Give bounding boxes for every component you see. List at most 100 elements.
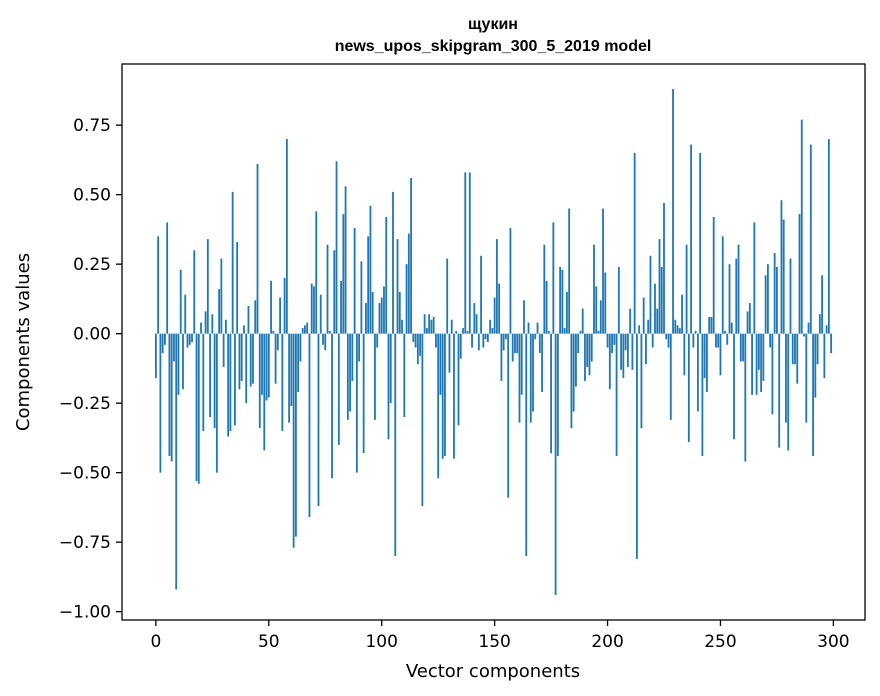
bar-component-70	[313, 286, 315, 334]
bar-component-297	[825, 325, 828, 334]
bar-component-248	[715, 333, 717, 348]
y-tick-label: 0.75	[73, 116, 111, 136]
bar-component-38	[240, 333, 243, 381]
bar-component-39	[243, 325, 245, 334]
bar-component-282	[791, 333, 794, 365]
bar-component-255	[730, 322, 733, 334]
bar-component-126	[439, 333, 442, 395]
bar-component-96	[371, 291, 374, 334]
bar-component-211	[631, 333, 634, 370]
bar-component-220	[651, 333, 654, 348]
bar-component-101	[383, 286, 385, 334]
bar-component-199	[604, 272, 607, 334]
bar-component-51	[270, 280, 272, 334]
bar-component-55	[279, 297, 281, 334]
y-tick-label: 0.50	[73, 186, 111, 206]
bar-component-253	[726, 333, 729, 345]
bar-component-77	[328, 330, 331, 334]
bar-component-26	[213, 333, 216, 429]
bar-component-95	[369, 205, 372, 334]
bar-component-91	[360, 261, 363, 334]
bar-component-50	[267, 333, 270, 398]
bar-component-62	[294, 333, 297, 537]
y-tick-label: −1.00	[59, 603, 111, 623]
x-axis-label: Vector components	[406, 661, 580, 682]
bar-component-230	[674, 319, 677, 334]
bar-component-142	[475, 314, 478, 334]
bar-component-231	[676, 325, 679, 334]
bar-component-285	[798, 214, 801, 334]
chart-title-line-2: news_upos_skipgram_300_5_2019 model	[335, 38, 652, 55]
bar-component-237	[690, 144, 693, 334]
x-tick-label: 200	[591, 632, 623, 652]
bar-component-6	[168, 333, 171, 456]
bar-component-43	[252, 333, 254, 384]
bar-component-17	[193, 250, 196, 334]
bar-component-287	[803, 333, 805, 337]
bar-component-115	[414, 333, 417, 348]
bar-component-87	[351, 333, 354, 381]
bar-component-21	[202, 333, 205, 431]
bar-component-162	[520, 333, 523, 395]
bar-component-124	[435, 333, 437, 348]
x-tick-label: 300	[817, 632, 849, 652]
bar-component-132	[453, 333, 455, 459]
bar-component-245	[708, 316, 711, 334]
y-tick-label: 0.25	[73, 255, 111, 275]
bar-component-36	[236, 241, 239, 334]
bar-component-104	[389, 333, 392, 404]
bar-component-261	[744, 333, 747, 462]
bar-component-226	[665, 333, 668, 340]
bar-component-32	[227, 333, 230, 437]
bar-component-275	[776, 266, 778, 334]
bar-component-4	[164, 333, 166, 345]
bar-component-266	[755, 333, 758, 395]
bar-component-174	[547, 330, 550, 334]
bar-component-294	[818, 314, 821, 334]
bar-component-93	[365, 303, 367, 334]
bar-component-53	[274, 333, 277, 384]
bar-component-94	[367, 236, 370, 334]
bar-component-157	[509, 228, 512, 334]
bar-component-34	[231, 191, 234, 334]
y-tick-label: −0.50	[59, 464, 111, 484]
bar-component-166	[529, 333, 532, 423]
bar-component-71	[315, 211, 318, 334]
bar-component-286	[800, 119, 803, 334]
bar-component-41	[247, 305, 250, 334]
bar-component-152	[498, 283, 501, 334]
bar-component-221	[654, 283, 656, 334]
bar-component-58	[285, 139, 288, 334]
bar-component-178	[556, 333, 559, 456]
bar-component-263	[748, 303, 751, 334]
bar-component-278	[782, 219, 785, 334]
bar-component-246	[710, 316, 713, 334]
bar-component-22	[204, 311, 207, 334]
bar-component-270	[764, 275, 767, 334]
bar-component-289	[807, 322, 810, 334]
bar-component-259	[739, 333, 742, 362]
bar-component-54	[276, 333, 279, 351]
bar-component-232	[678, 328, 681, 334]
bar-component-57	[283, 278, 286, 334]
bar-component-28	[218, 289, 221, 334]
bar-component-202	[611, 333, 613, 354]
bar-component-161	[518, 333, 521, 423]
bar-component-173	[545, 280, 548, 334]
bar-component-137	[464, 172, 467, 334]
bar-component-268	[760, 333, 763, 393]
y-tick-label: −0.75	[59, 533, 111, 553]
bar-component-219	[649, 255, 652, 334]
bar-component-206	[620, 333, 622, 370]
bar-component-66	[304, 325, 306, 334]
bar-component-147	[486, 333, 489, 342]
bar-component-264	[751, 333, 753, 395]
bar-component-45	[256, 164, 259, 334]
bar-component-88	[353, 228, 356, 334]
bar-component-290	[809, 144, 812, 334]
bar-component-252	[724, 330, 726, 334]
bar-component-240	[696, 333, 699, 412]
bar-component-169	[536, 322, 539, 334]
bar-component-121	[428, 314, 431, 334]
bar-component-117	[419, 333, 422, 356]
